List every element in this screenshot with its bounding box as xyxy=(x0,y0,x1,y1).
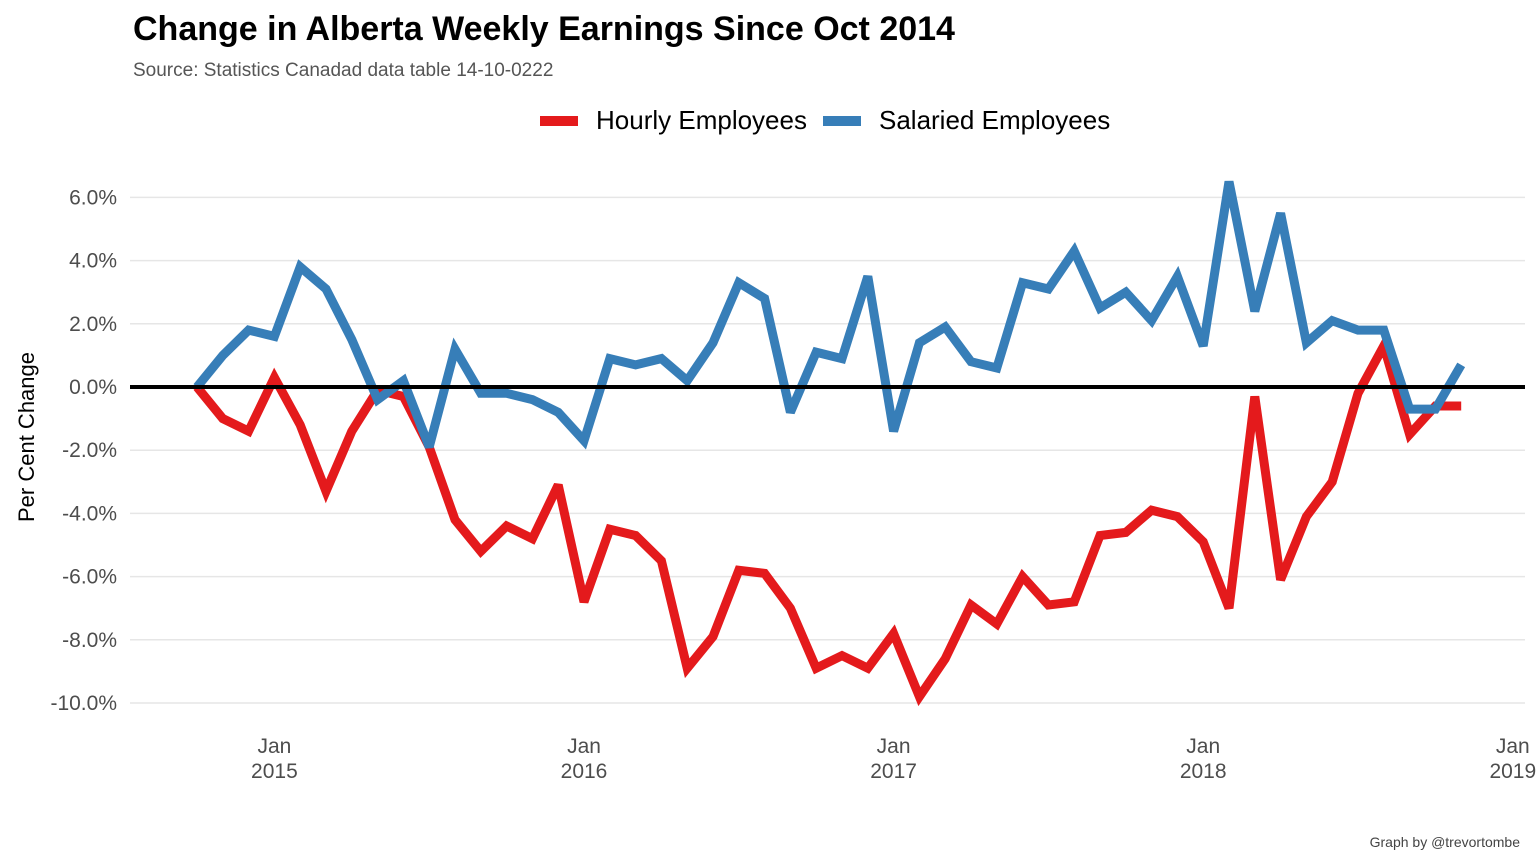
legend-label-hourly: Hourly Employees xyxy=(596,105,807,135)
x-tick-label-year: 2015 xyxy=(251,760,298,783)
chart-caption: Graph by @trevortombe xyxy=(1369,834,1520,850)
legend-item-salaried: Salaried Employees xyxy=(822,105,1111,136)
y-tick-label: 0.0% xyxy=(69,376,117,399)
x-tick-label-month: Jan xyxy=(257,735,291,758)
y-tick-label: -10.0% xyxy=(50,692,117,715)
x-tick-label-month: Jan xyxy=(567,735,601,758)
x-tick-label-year: 2019 xyxy=(1489,760,1536,783)
x-tick-label-year: 2017 xyxy=(870,760,917,783)
chart-title: Change in Alberta Weekly Earnings Since … xyxy=(133,10,955,48)
legend-item-hourly: Hourly Employees xyxy=(540,105,807,136)
x-tick-label-month: Jan xyxy=(1496,735,1530,758)
legend-label-salaried: Salaried Employees xyxy=(878,105,1111,135)
y-tick-label: -8.0% xyxy=(62,629,117,652)
x-tick-label-month: Jan xyxy=(877,735,911,758)
y-tick-label: -2.0% xyxy=(62,439,117,462)
y-tick-label: -6.0% xyxy=(62,566,117,589)
chart-legend: Hourly Employees Salaried Employees xyxy=(540,105,1126,136)
y-axis-title: Per Cent Change xyxy=(14,352,39,522)
x-tick-label-year: 2016 xyxy=(561,760,608,783)
y-tick-label: 6.0% xyxy=(69,186,117,209)
series-line-salaried xyxy=(193,180,1466,450)
y-tick-label: -4.0% xyxy=(62,502,117,525)
y-tick-label: 2.0% xyxy=(69,313,117,336)
x-tick-label-month: Jan xyxy=(1186,735,1220,758)
x-tick-label-year: 2018 xyxy=(1180,760,1227,783)
y-tick-label: 4.0% xyxy=(69,250,117,273)
legend-swatch-hourly xyxy=(540,115,578,126)
chart-subtitle: Source: Statistics Canadad data table 14… xyxy=(133,60,554,81)
legend-swatch-salaried xyxy=(822,115,861,126)
series-line-hourly xyxy=(193,334,1462,707)
